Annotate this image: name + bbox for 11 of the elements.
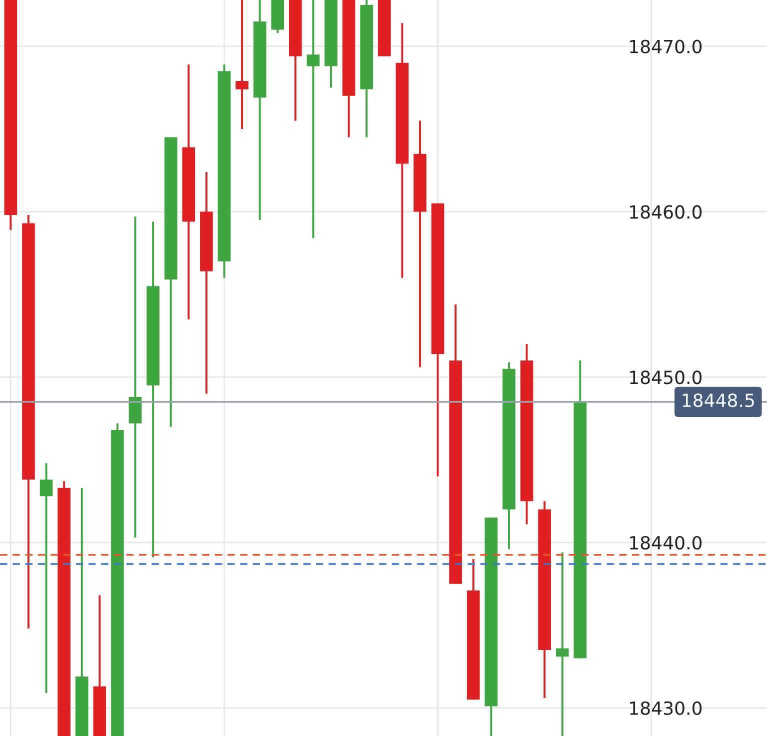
y-tick-label: 18460.0 [630, 205, 702, 219]
y-tick-label: 18440.0 [630, 536, 702, 550]
candlestick [40, 462, 53, 694]
candlestick [128, 216, 142, 539]
candlestick [306, 0, 320, 240]
candlestick [556, 551, 569, 736]
y-tick-label: 18470.0 [630, 40, 702, 54]
y-tick-label: 18430.0 [630, 701, 702, 715]
candlestick [236, 0, 248, 130]
y-tick-label: 18450.0 [630, 370, 702, 384]
ref-line-label: 18448.5 [682, 393, 754, 408]
